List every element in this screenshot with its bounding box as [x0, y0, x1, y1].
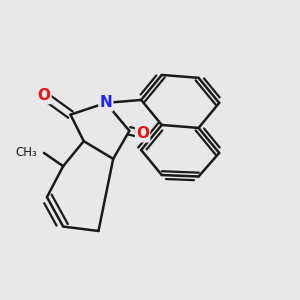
Text: N: N	[100, 95, 112, 110]
Text: O: O	[38, 88, 50, 103]
Text: CH₃: CH₃	[15, 146, 37, 159]
Text: O: O	[136, 126, 149, 141]
